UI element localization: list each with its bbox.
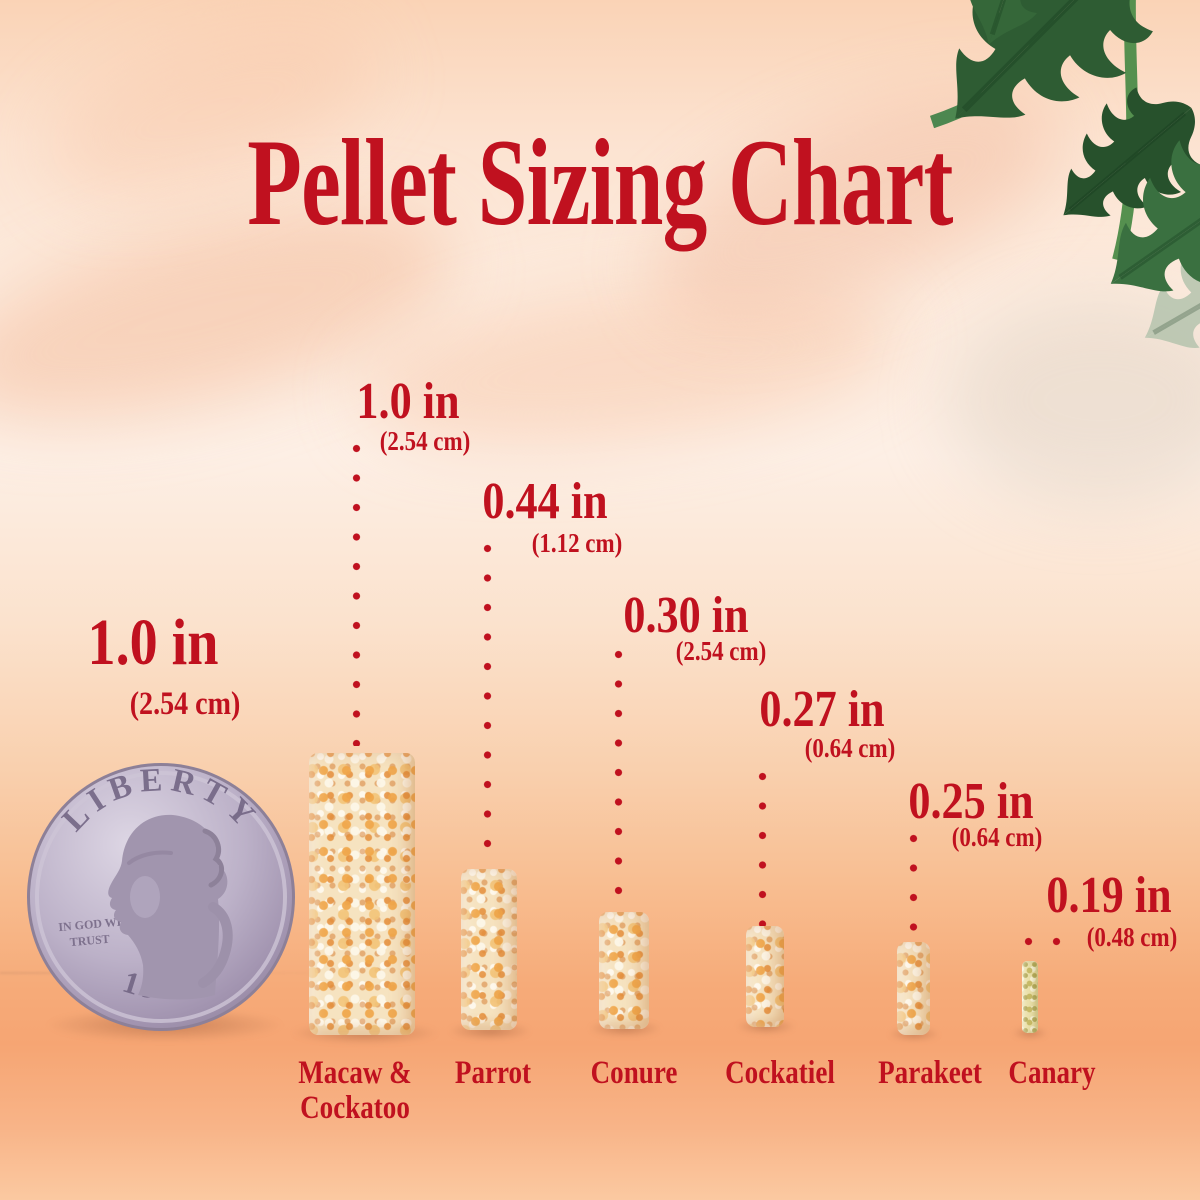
species-label-parrot: Parrot bbox=[455, 1056, 531, 1091]
species-label-cockatiel: Cockatiel bbox=[725, 1056, 835, 1091]
monstera-leaf bbox=[1026, 64, 1200, 260]
size-label-cockatiel: 0.27 in bbox=[759, 681, 885, 738]
pellet-parrot bbox=[461, 869, 517, 1030]
leaf-stem bbox=[929, 0, 1060, 129]
size-label-macaw: 1.0 in bbox=[356, 373, 460, 430]
size-sublabel-canary: (0.48 cm) bbox=[1086, 922, 1178, 952]
page-title: Pellet Sizing Chart bbox=[247, 114, 953, 251]
size-sublabel-parakeet: (0.64 cm) bbox=[951, 822, 1043, 852]
coin-size-sublabel: (2.54 cm) bbox=[129, 686, 241, 722]
quarter-coin-art: LIBERTY 1994 IN GOD WE TRUST bbox=[27, 762, 295, 1031]
pellet-conure bbox=[599, 912, 649, 1029]
pellet-macaw bbox=[309, 753, 415, 1035]
coin-size-label: 1.0 in bbox=[87, 606, 219, 679]
monstera-leaf bbox=[924, 0, 1118, 66]
pellet-cockatiel bbox=[746, 926, 784, 1027]
leaf-stem bbox=[1112, 0, 1139, 262]
washington-profile bbox=[108, 814, 233, 1000]
size-label-conure: 0.30 in bbox=[623, 587, 749, 644]
leader-dots-canary bbox=[1024, 937, 1074, 946]
size-label-parakeet: 0.25 in bbox=[908, 773, 1034, 830]
size-sublabel-macaw: (2.54 cm) bbox=[379, 426, 471, 456]
size-sublabel-parrot: (1.12 cm) bbox=[531, 528, 623, 558]
species-label-conure: Conure bbox=[591, 1056, 678, 1091]
species-label-macaw: Macaw & Cockatoo bbox=[298, 1056, 411, 1126]
pellet-parakeet bbox=[897, 942, 930, 1035]
species-line: Conure bbox=[590, 1055, 678, 1091]
leader-dots-cockatiel bbox=[758, 772, 767, 928]
species-line: Canary bbox=[1008, 1055, 1096, 1091]
species-label-parakeet: Parakeet bbox=[878, 1056, 982, 1091]
species-line: Parrot bbox=[454, 1055, 532, 1091]
pellet-shadow bbox=[1012, 1027, 1048, 1039]
size-label-canary: 0.19 in bbox=[1046, 867, 1172, 924]
quarter-coin: LIBERTY 1994 IN GOD WE TRUST bbox=[25, 757, 297, 1035]
size-label-parrot: 0.44 in bbox=[482, 473, 608, 530]
coin-motto-line1: IN GOD WE bbox=[58, 914, 125, 934]
leader-dots-parrot bbox=[483, 544, 492, 864]
leaf-shadow bbox=[950, 300, 1200, 500]
species-label-canary: Canary bbox=[1008, 1056, 1095, 1091]
pellet-canary bbox=[1022, 961, 1038, 1033]
size-sublabel-cockatiel: (0.64 cm) bbox=[804, 733, 896, 763]
species-line: Macaw & bbox=[298, 1055, 412, 1091]
size-sublabel-conure: (2.54 cm) bbox=[675, 636, 767, 666]
leader-dots-parakeet bbox=[909, 834, 918, 934]
species-line: Parakeet bbox=[878, 1055, 982, 1091]
leader-dots-macaw bbox=[352, 444, 361, 746]
species-line: Cockatoo bbox=[300, 1089, 410, 1126]
monstera-leaf bbox=[1066, 93, 1200, 348]
coin-rim bbox=[35, 771, 287, 1023]
coin-motto-line2: TRUST bbox=[69, 932, 110, 949]
species-line: Cockatiel bbox=[725, 1055, 835, 1091]
monstera-leaf-pale bbox=[1111, 180, 1200, 396]
leader-dots-conure bbox=[614, 650, 623, 910]
